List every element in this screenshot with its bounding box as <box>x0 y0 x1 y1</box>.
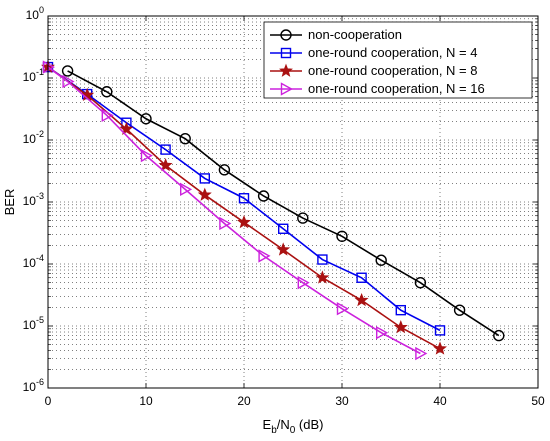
data-point-triangle-right <box>297 275 310 290</box>
data-point-triangle-right <box>376 326 389 340</box>
y-tick-label: 10-1 <box>23 67 44 84</box>
data-point-circle <box>414 276 427 289</box>
data-point-triangle-right <box>219 216 232 231</box>
series-line <box>47 66 421 355</box>
legend-marker <box>280 82 293 96</box>
data-point-star <box>276 242 291 256</box>
legend-label: one-round cooperation, N = 16 <box>308 81 485 96</box>
x-tick-label: 10 <box>139 394 153 408</box>
data-point-square <box>356 272 367 283</box>
data-point-triangle-right <box>415 346 428 361</box>
data-point-circle <box>257 190 270 202</box>
data-point-square <box>395 304 406 316</box>
data-point-star <box>354 292 369 307</box>
data-point-triangle-right <box>101 108 114 123</box>
data-point-square <box>317 254 328 265</box>
data-point-square <box>160 144 171 155</box>
data-point-star <box>433 341 447 355</box>
data-point-circle <box>297 212 309 224</box>
y-tick-label: 10-5 <box>23 315 44 332</box>
legend-entry: one-round cooperation, N = 4 <box>270 45 477 60</box>
data-point-circle <box>493 329 505 342</box>
x-tick-label: 20 <box>237 394 251 408</box>
data-point-triangle-right <box>62 74 75 89</box>
data-point-circle <box>140 113 152 125</box>
series-3 <box>41 59 447 355</box>
y-tick-label: 10-4 <box>23 253 44 270</box>
y-tick-label: 10-6 <box>23 377 44 394</box>
series-line <box>67 70 500 337</box>
data-point-square <box>278 223 289 234</box>
data-point-square <box>238 193 250 204</box>
legend: non-cooperation one-round cooperation, N … <box>263 21 533 99</box>
data-point-triangle-right <box>336 302 349 316</box>
legend-entry: one-round cooperation, N = 8 <box>270 63 477 78</box>
data-point-circle <box>453 304 466 316</box>
data-point-star <box>393 320 408 334</box>
data-point-triangle-right <box>179 182 193 197</box>
legend-marker <box>280 29 292 41</box>
legend-marker <box>279 63 293 77</box>
data-point-circle <box>375 254 387 266</box>
y-tick-label: 10-2 <box>23 129 44 146</box>
legend-label: non-cooperation <box>308 27 402 42</box>
data-point-circle <box>336 230 348 242</box>
legend-marker <box>280 47 292 59</box>
legend-label: one-round cooperation, N = 4 <box>308 45 477 60</box>
data-point-circle <box>61 65 74 77</box>
series-1 <box>61 65 505 342</box>
data-point-star <box>315 270 330 284</box>
series-4 <box>42 60 428 361</box>
series-line <box>47 66 441 332</box>
y-tick-label: 100 <box>26 5 44 22</box>
data-point-circle <box>179 132 191 145</box>
x-tick-label: 30 <box>335 394 349 408</box>
data-point-triangle-right <box>258 249 271 263</box>
data-point-circle <box>218 164 231 176</box>
data-point-circle <box>101 86 113 98</box>
x-axis-label: Eb/N0 (dB) <box>263 417 324 436</box>
data-point-star <box>119 121 134 136</box>
x-tick-label: 40 <box>433 394 447 408</box>
y-tick-label: 10-3 <box>23 191 44 208</box>
data-point-star <box>237 215 251 229</box>
legend-box <box>263 21 533 99</box>
legend-entry: non-cooperation <box>270 27 402 42</box>
data-point-triangle-right <box>140 148 153 163</box>
legend-label: one-round cooperation, N = 8 <box>308 63 477 78</box>
data-point-star <box>197 187 212 201</box>
data-point-square <box>199 173 211 184</box>
x-tick-label: 0 <box>45 394 52 408</box>
y-axis-label: BER <box>2 189 17 216</box>
grid-lines <box>48 16 538 388</box>
data-point-star <box>158 158 173 172</box>
data-point-square <box>434 325 446 336</box>
axis-ticks: 0 10 20 30 40 50 100 10-1 10-2 10-3 10-4 10-5 10-6 <box>23 5 545 408</box>
legend-entry: one-round cooperation, N = 16 <box>270 81 485 96</box>
x-tick-label: 50 <box>531 394 545 408</box>
